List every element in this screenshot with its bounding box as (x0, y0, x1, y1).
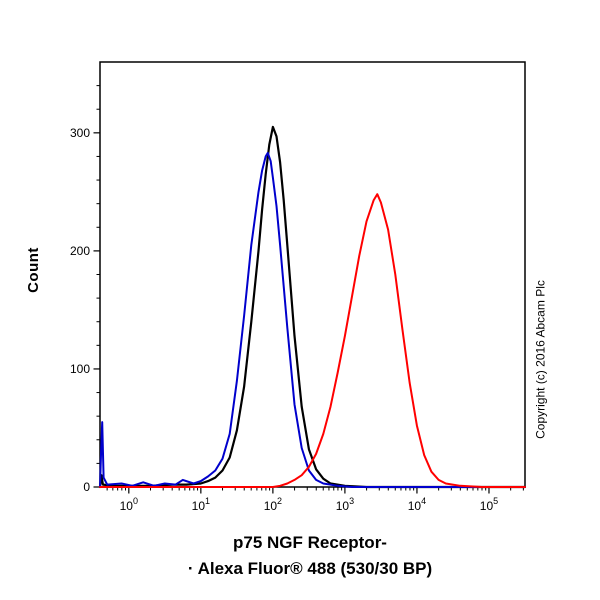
copyright-text: Copyright (c) 2016 Abcam Plc (533, 280, 548, 439)
y-tick-label: 100 (70, 362, 90, 376)
y-tick-label: 0 (83, 480, 90, 494)
plot-frame (99, 61, 526, 488)
y-tick-label: 200 (70, 244, 90, 258)
y-axis-title: Count (25, 247, 42, 293)
x-tick-label: 103 (336, 496, 354, 513)
x-axis-title-line1: p75 NGF Receptor- (233, 533, 387, 552)
x-tick-label: 100 (120, 496, 138, 513)
x-tick-label: 102 (264, 496, 282, 513)
histogram-plot: 100 101 102 103 104 105 0 100 200 300 (70, 61, 527, 513)
x-tick-label: 105 (480, 496, 498, 513)
x-tick-label: 104 (408, 496, 426, 513)
blue-curve (99, 151, 526, 488)
x-tick-label: 101 (192, 496, 210, 513)
y-tick-label: 300 (70, 126, 90, 140)
x-axis-title-line2: · Alexa Fluor® 488 (530/30 BP) (187, 559, 433, 578)
black-curve (98, 125, 527, 489)
red-curve (99, 193, 526, 488)
